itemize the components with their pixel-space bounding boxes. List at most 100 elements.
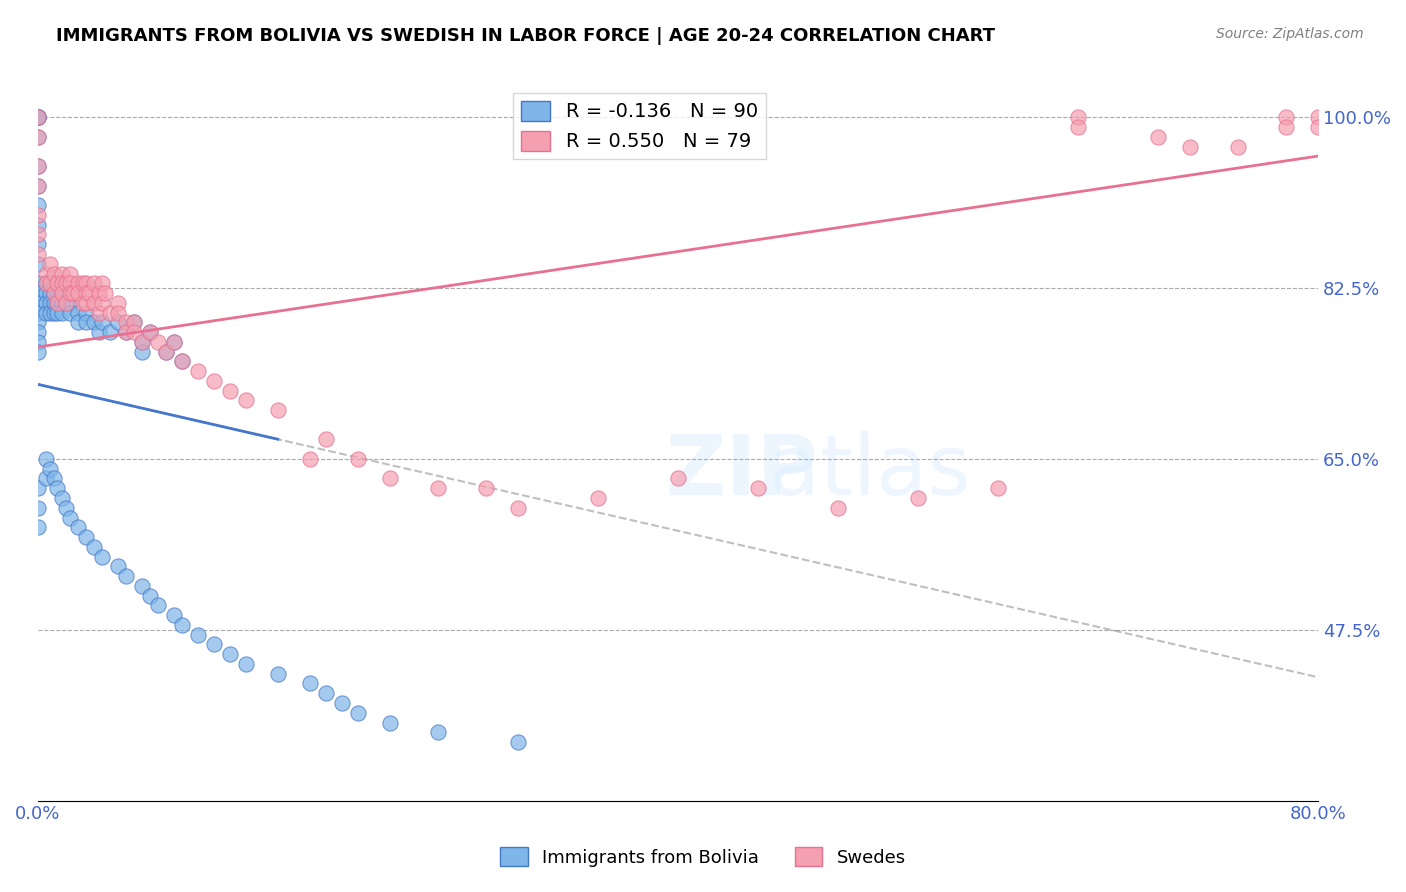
Point (426, 481, 449, 495)
Point (122, 325, 145, 339)
Point (94, 286, 117, 301)
Point (83, 277, 105, 291)
Point (59, 277, 82, 291)
Point (122, 315, 145, 329)
Point (66, 520, 89, 534)
Point (98, 305, 121, 319)
Point (378, 471, 401, 485)
Point (27, 159, 49, 173)
Point (131, 334, 153, 349)
Point (27, 208, 49, 222)
Point (27, 237, 49, 252)
Point (83, 315, 105, 329)
Point (114, 569, 136, 583)
Point (45, 481, 67, 495)
Point (1227, 139, 1250, 153)
Point (202, 374, 225, 388)
Text: atlas: atlas (769, 431, 972, 512)
Point (66, 286, 89, 301)
Point (506, 500, 529, 515)
Point (59, 295, 82, 310)
Point (51, 277, 73, 291)
Point (55, 295, 77, 310)
Point (39, 295, 62, 310)
Point (218, 647, 240, 661)
Point (66, 277, 89, 291)
Point (163, 334, 186, 349)
Point (39, 286, 62, 301)
Point (155, 344, 177, 359)
Point (75, 295, 97, 310)
Point (83, 540, 105, 554)
Point (315, 433, 337, 447)
Point (426, 725, 449, 739)
Point (59, 286, 82, 301)
Point (39, 257, 62, 271)
Point (138, 589, 160, 603)
Text: Source: ZipAtlas.com: Source: ZipAtlas.com (1216, 27, 1364, 41)
Point (346, 706, 368, 720)
Point (1308, 111, 1330, 125)
Point (298, 452, 321, 467)
Point (235, 393, 257, 408)
Point (45, 295, 67, 310)
Point (138, 325, 160, 339)
Point (51, 295, 73, 310)
Point (72, 295, 94, 310)
Point (66, 305, 89, 319)
Point (59, 305, 82, 319)
Text: IMMIGRANTS FROM BOLIVIA VS SWEDISH IN LABOR FORCE | AGE 20-24 CORRELATION CHART: IMMIGRANTS FROM BOLIVIA VS SWEDISH IN LA… (56, 27, 995, 45)
Point (51, 491, 73, 505)
Point (42, 305, 65, 319)
Point (27, 111, 49, 125)
Point (34, 471, 56, 485)
Point (218, 384, 240, 398)
Point (987, 481, 1010, 495)
Point (55, 277, 77, 291)
Point (107, 315, 129, 329)
Point (378, 715, 401, 730)
Point (51, 267, 73, 281)
Point (42, 277, 65, 291)
Point (114, 325, 136, 339)
Point (187, 628, 209, 642)
Point (27, 247, 49, 261)
Point (1147, 129, 1170, 144)
Point (27, 334, 49, 349)
Point (1178, 139, 1201, 153)
Point (75, 286, 97, 301)
Point (27, 178, 49, 193)
Point (27, 257, 49, 271)
Point (75, 315, 97, 329)
Point (34, 286, 56, 301)
Point (39, 461, 62, 475)
Point (586, 491, 609, 505)
Point (138, 325, 160, 339)
Point (27, 129, 49, 144)
Point (27, 111, 49, 125)
Point (34, 277, 56, 291)
Point (27, 111, 49, 125)
Point (27, 295, 49, 310)
Point (202, 637, 225, 651)
Point (163, 608, 186, 623)
Point (27, 520, 49, 534)
Point (315, 686, 337, 700)
Point (42, 471, 65, 485)
Point (907, 491, 929, 505)
Point (42, 286, 65, 301)
Point (330, 696, 353, 710)
Point (75, 530, 97, 544)
Point (27, 159, 49, 173)
Point (51, 286, 73, 301)
Point (666, 471, 689, 485)
Point (27, 277, 49, 291)
Point (170, 618, 193, 632)
Point (45, 305, 67, 319)
Point (1275, 120, 1298, 134)
Point (267, 666, 290, 681)
Point (107, 305, 129, 319)
Point (51, 305, 73, 319)
Point (235, 657, 257, 671)
Point (59, 510, 82, 524)
